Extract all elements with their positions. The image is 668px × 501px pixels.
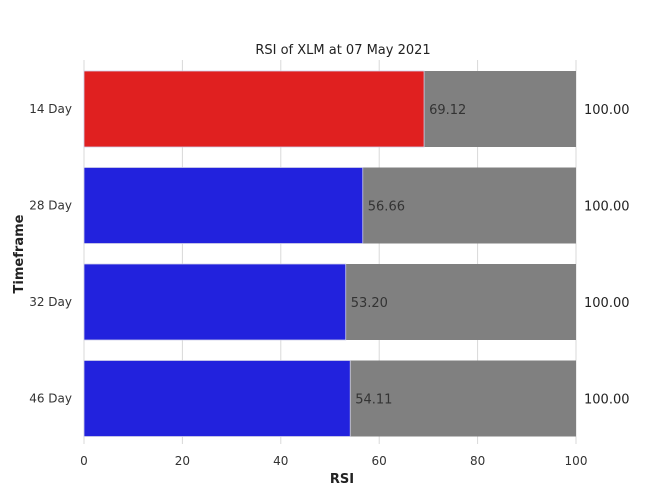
x-tick-label: 80 [470, 454, 485, 468]
x-tick-label: 20 [175, 454, 190, 468]
rsi-bar [83, 70, 425, 148]
total-label: 100.00 [584, 103, 630, 118]
x-tick-label: 0 [80, 454, 88, 468]
value-label: 69.12 [429, 103, 466, 118]
y-tick-label: 32 Day [29, 295, 72, 309]
total-label: 100.00 [584, 296, 630, 311]
total-label: 100.00 [584, 200, 630, 215]
value-label: 56.66 [368, 200, 405, 215]
y-tick-label: 46 Day [29, 392, 72, 406]
y-axis-label: Timeframe [12, 214, 27, 293]
x-tick-label: 60 [372, 454, 387, 468]
rsi-bar [83, 263, 347, 341]
rsi-bar [83, 360, 351, 437]
total-label: 100.00 [584, 393, 630, 408]
rsi-bar [83, 167, 364, 244]
x-tick-label: 40 [273, 454, 288, 468]
bars-layer [83, 70, 576, 437]
y-tick-label: 28 Day [29, 199, 72, 213]
value-label: 54.11 [355, 393, 392, 408]
chart-title: RSI of XLM at 07 May 2021 [255, 43, 430, 58]
x-tick-label: 100 [565, 454, 588, 468]
value-label: 53.20 [351, 296, 388, 311]
y-tick-label: 14 Day [29, 102, 72, 116]
labels-layer: 0 20 40 60 80 100 14 Day 69.12 100.00 28 Day 56.66… [29, 102, 629, 468]
x-axis-label: RSI [330, 472, 354, 487]
